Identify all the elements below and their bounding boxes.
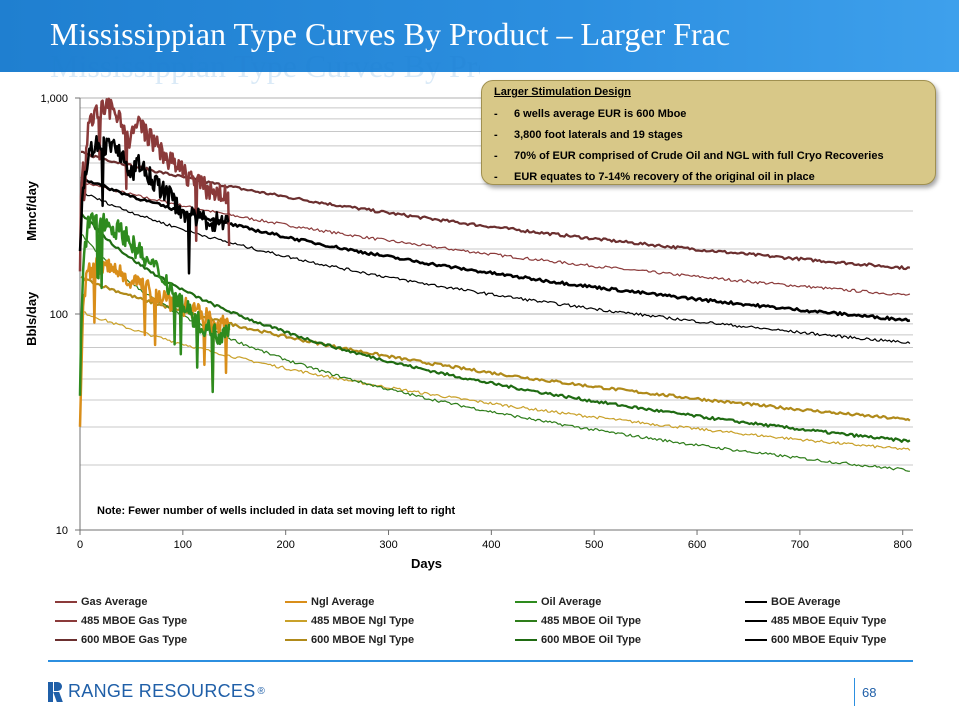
callout-item: - 3,800 foot laterals and 19 stages: [494, 125, 925, 146]
callout-bullet: -: [494, 129, 498, 141]
chart-legend: Gas Average 485 MBOE Gas Type 600 MBOE Gas…: [55, 592, 935, 652]
range-logo-icon: [48, 681, 63, 702]
callout-item: - EUR equates to 7-14% recovery of the or…: [494, 167, 925, 188]
series-line-gas-average: [78, 97, 231, 272]
x-tick-label: 400: [482, 539, 500, 551]
legend-label: 600 MBOE Oil Type: [541, 633, 642, 646]
callout-item: - 6 wells average EUR is 600 Mboe: [494, 104, 925, 125]
legend-swatch: [285, 638, 307, 641]
legend-label: 600 MBOE Ngl Type: [311, 633, 415, 646]
series-line-600-mboe-gas-type: [81, 150, 911, 271]
legend-item: Gas Average: [55, 592, 147, 611]
legend-swatch: [285, 619, 307, 622]
legend-swatch: [55, 619, 77, 622]
legend-item: 485 MBOE Gas Type: [55, 611, 187, 630]
callout-item-text: 70% of EUR comprised of Crude Oil and NG…: [514, 150, 884, 162]
legend-swatch: [55, 638, 77, 641]
legend-item: 600 MBOE Equiv Type: [745, 630, 886, 649]
legend-item: BOE Average: [745, 592, 841, 611]
x-tick-label: 500: [585, 539, 603, 551]
chart-note: Note: Fewer number of wells included in …: [97, 505, 455, 517]
legend-item: 485 MBOE Oil Type: [515, 611, 641, 630]
legend-label: BOE Average: [771, 595, 841, 608]
callout-bullet: -: [494, 150, 498, 162]
y-tick-label: 100: [50, 309, 68, 321]
footer-rule: [48, 660, 913, 662]
legend-swatch: [285, 600, 307, 603]
series-line-600-mboe-oil-type: [80, 212, 911, 443]
series-line-ngl-average: [78, 254, 231, 427]
callout-bullet: -: [494, 171, 498, 183]
series-line-oil-average: [78, 212, 231, 396]
series-line-485-mboe-gas-type: [80, 180, 911, 296]
title-banner: Mississippian Type Curves By Product – L…: [0, 0, 959, 72]
legend-item: 600 MBOE Oil Type: [515, 630, 641, 649]
callout-item-text: 6 wells average EUR is 600 Mboe: [514, 108, 687, 120]
callout-bullet: -: [494, 108, 498, 120]
y-axis-label-liquids: Bbls/day: [24, 291, 39, 346]
series-line-485-mboe-ngl-type: [80, 310, 911, 451]
company-name: RANGE RESOURCES: [68, 681, 256, 701]
legend-item: 600 MBOE Ngl Type: [285, 630, 414, 649]
legend-swatch: [745, 619, 767, 622]
series-line-485-mboe-equiv-type: [80, 191, 911, 344]
legend-item: 485 MBOE Ngl Type: [285, 611, 414, 630]
callout-item-text: 3,800 foot laterals and 19 stages: [514, 129, 683, 141]
legend-item: 600 MBOE Gas Type: [55, 630, 187, 649]
page-number: 68: [862, 685, 877, 700]
series-line-boe-average: [78, 135, 230, 275]
x-tick-label: 100: [174, 539, 192, 551]
legend-item: Ngl Average: [285, 592, 374, 611]
legend-item: 485 MBOE Equiv Type: [745, 611, 886, 630]
legend-label: 485 MBOE Equiv Type: [771, 614, 887, 627]
legend-swatch: [515, 600, 537, 603]
x-axis-label: Days: [411, 556, 442, 571]
callout-item-text: EUR equates to 7-14% recovery of the ori…: [514, 171, 815, 183]
legend-label: 485 MBOE Ngl Type: [311, 614, 415, 627]
y-axis-label-gas: Mmcf/day: [24, 180, 39, 241]
callout-item: - 70% of EUR comprised of Crude Oil and N…: [494, 146, 925, 167]
legend-label: Gas Average: [81, 595, 148, 608]
legend-swatch: [745, 638, 767, 641]
stimulation-design-callout: Larger Stimulation Design - 6 wells avera…: [481, 80, 936, 185]
legend-label: Ngl Average: [311, 595, 375, 608]
registered-mark: ®: [257, 686, 265, 697]
x-tick-label: 700: [791, 539, 809, 551]
legend-item: Oil Average: [515, 592, 601, 611]
legend-swatch: [55, 600, 77, 603]
x-tick-label: 200: [276, 539, 294, 551]
legend-swatch: [515, 638, 537, 641]
x-tick-label: 600: [688, 539, 706, 551]
y-tick-label: 1,000: [40, 93, 68, 105]
slide-title: Mississippian Type Curves By Product – L…: [50, 16, 731, 52]
legend-label: 600 MBOE Equiv Type: [771, 633, 887, 646]
x-tick-label: 300: [379, 539, 397, 551]
company-logo: RANGE RESOURCES ®: [48, 681, 265, 702]
series-line-600-mboe-ngl-type: [80, 275, 911, 422]
y-tick-label: 10: [56, 525, 68, 537]
legend-label: Oil Average: [541, 595, 602, 608]
legend-label: 485 MBOE Gas Type: [81, 614, 188, 627]
page-number-divider: [854, 678, 855, 706]
legend-label: 600 MBOE Gas Type: [81, 633, 188, 646]
callout-title: Larger Stimulation Design: [494, 86, 631, 98]
legend-label: 485 MBOE Oil Type: [541, 614, 642, 627]
legend-swatch: [745, 600, 767, 603]
legend-swatch: [515, 619, 537, 622]
x-tick-label: 800: [894, 539, 912, 551]
series-line-600-mboe-equiv-type: [80, 176, 911, 323]
x-tick-label: 0: [77, 539, 83, 551]
